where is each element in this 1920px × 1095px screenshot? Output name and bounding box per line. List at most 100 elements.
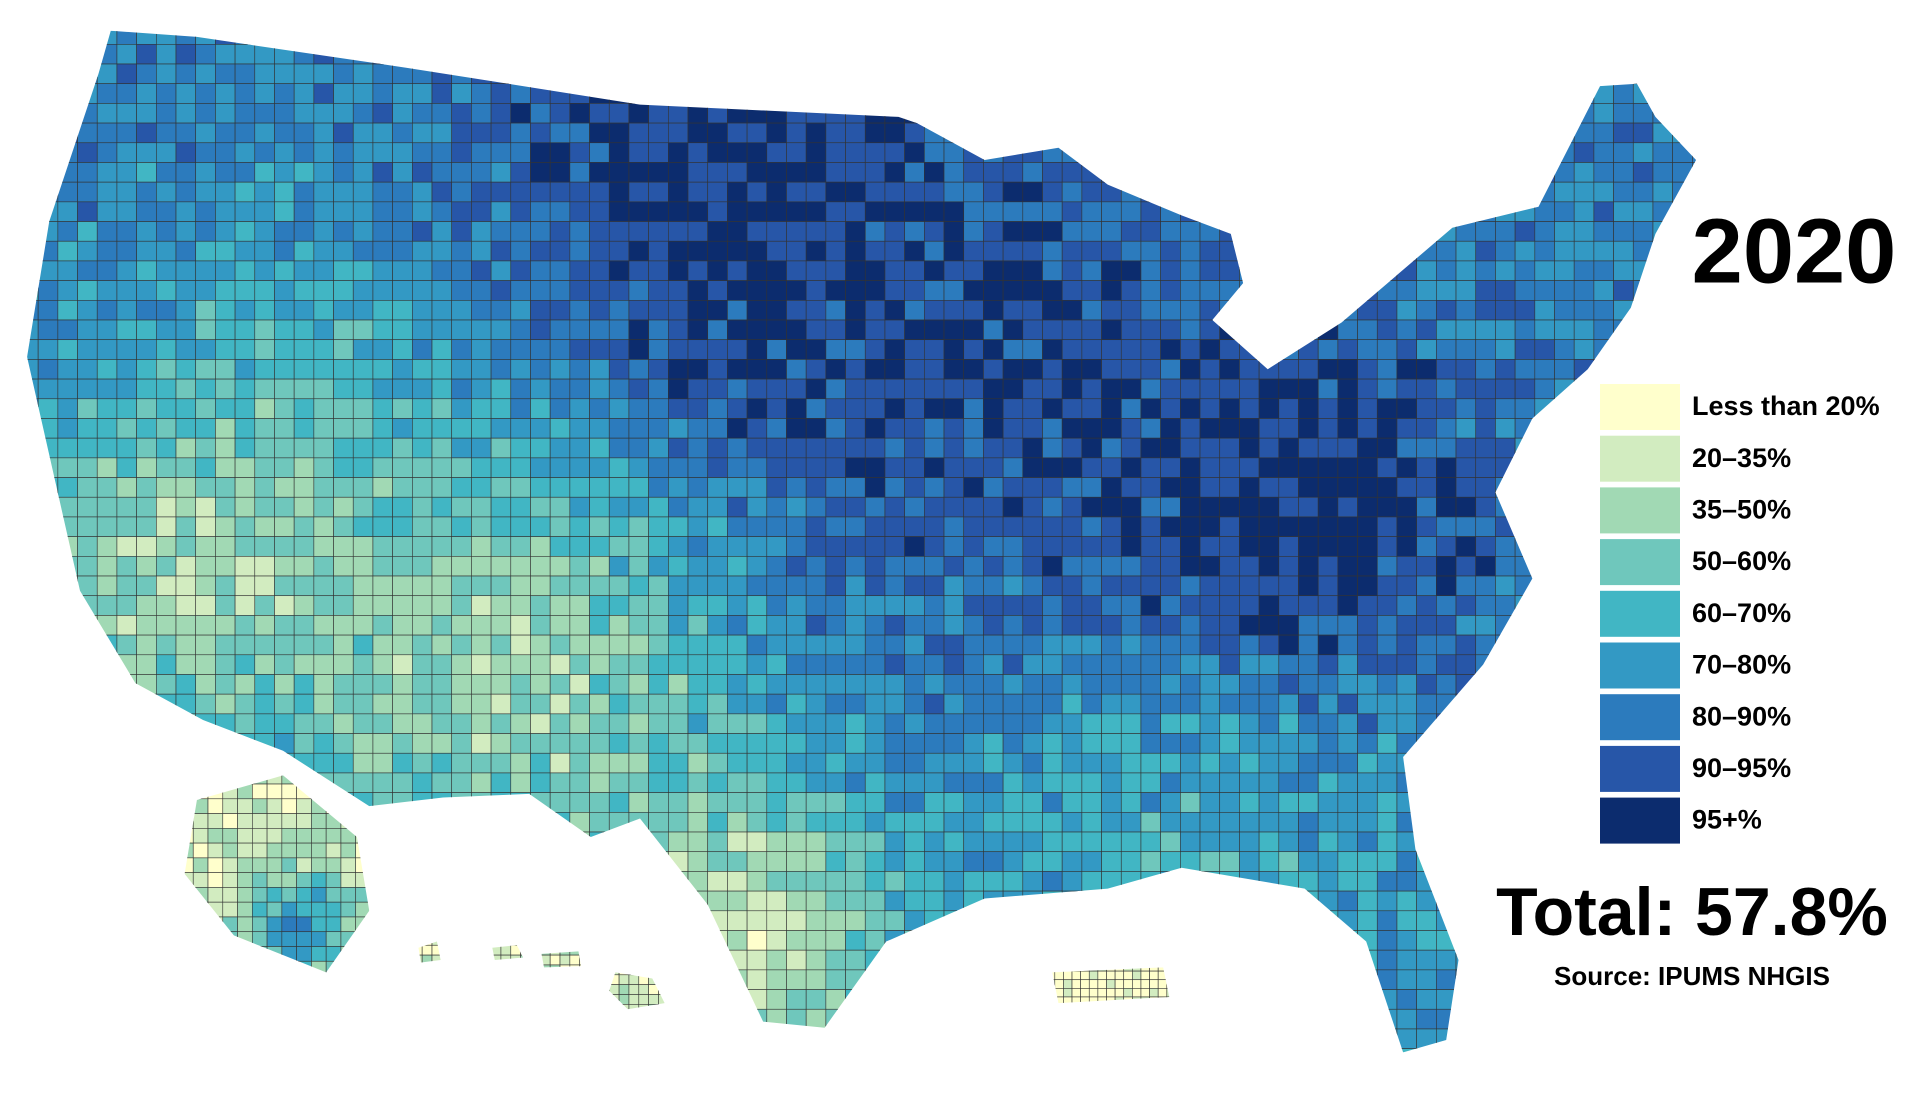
- county: [223, 976, 238, 991]
- county: [963, 910, 984, 931]
- county: [884, 221, 905, 242]
- county: [520, 964, 531, 976]
- county: [313, 615, 334, 636]
- county: [1436, 969, 1457, 990]
- county: [1376, 221, 1398, 242]
- county: [786, 536, 807, 557]
- county: [608, 1004, 620, 1010]
- county: [274, 280, 295, 301]
- county: [1101, 63, 1122, 85]
- county: [1298, 871, 1319, 892]
- county: [77, 457, 98, 478]
- county: [175, 752, 197, 774]
- county: [175, 634, 197, 656]
- county: [825, 30, 846, 45]
- county: [175, 772, 197, 793]
- county: [510, 378, 531, 400]
- county: [589, 674, 610, 695]
- county: [175, 496, 197, 518]
- county: [195, 615, 216, 636]
- county: [1120, 851, 1142, 872]
- county: [608, 941, 620, 946]
- county: [431, 398, 453, 419]
- county: [1239, 496, 1260, 518]
- county: [293, 477, 315, 498]
- county: [1534, 162, 1555, 183]
- county: [1416, 575, 1437, 597]
- county: [924, 851, 945, 872]
- county: [1061, 221, 1083, 242]
- county: [1081, 634, 1102, 656]
- county: [510, 1008, 531, 1030]
- county: [1455, 103, 1477, 124]
- county: [786, 595, 807, 616]
- county: [412, 83, 433, 104]
- county: [1081, 615, 1102, 636]
- county: [1475, 122, 1496, 144]
- county: [1554, 831, 1575, 853]
- county: [1337, 575, 1358, 597]
- county: [786, 398, 807, 419]
- county: [825, 319, 846, 341]
- county: [1278, 910, 1299, 931]
- county: [266, 916, 283, 933]
- county: [293, 1028, 315, 1049]
- county: [884, 1028, 905, 1049]
- county: [1081, 772, 1102, 793]
- county: [311, 783, 327, 800]
- county: [1436, 378, 1457, 400]
- county: [1455, 575, 1477, 597]
- county: [77, 339, 98, 360]
- county: [943, 359, 965, 380]
- county: [207, 842, 224, 859]
- county: [1416, 142, 1437, 163]
- county: [490, 974, 502, 985]
- county: [628, 300, 649, 321]
- county: [530, 240, 551, 262]
- county: [884, 63, 905, 85]
- county: [569, 300, 590, 321]
- county: [77, 595, 98, 616]
- county: [412, 319, 433, 341]
- county: [589, 201, 610, 222]
- county: [254, 556, 275, 577]
- county: [1455, 812, 1477, 833]
- county: [549, 1048, 571, 1053]
- county: [77, 30, 98, 45]
- county: [37, 516, 59, 537]
- county: [963, 615, 984, 636]
- county: [490, 300, 512, 321]
- county: [195, 969, 216, 990]
- county: [431, 575, 453, 597]
- county: [648, 83, 669, 104]
- county: [1514, 989, 1536, 1010]
- county: [628, 142, 649, 163]
- county: [628, 733, 649, 754]
- county: [37, 398, 59, 419]
- county: [234, 319, 256, 341]
- county: [116, 812, 137, 833]
- county: [569, 339, 590, 360]
- county: [1239, 1008, 1260, 1030]
- county: [178, 976, 193, 991]
- county: [1455, 477, 1477, 498]
- county: [668, 965, 678, 975]
- county: [648, 240, 669, 262]
- county: [392, 496, 413, 518]
- county: [333, 63, 354, 85]
- county: [156, 63, 177, 85]
- county: [77, 575, 98, 597]
- county: [490, 181, 512, 203]
- county: [451, 871, 472, 892]
- county: [77, 674, 98, 695]
- county: [1081, 142, 1102, 163]
- county: [57, 201, 78, 222]
- county: [825, 418, 846, 439]
- county: [471, 437, 492, 459]
- county: [864, 634, 886, 656]
- county: [963, 162, 984, 183]
- county: [746, 63, 768, 85]
- county: [490, 398, 512, 419]
- county: [569, 496, 590, 518]
- county: [805, 890, 827, 912]
